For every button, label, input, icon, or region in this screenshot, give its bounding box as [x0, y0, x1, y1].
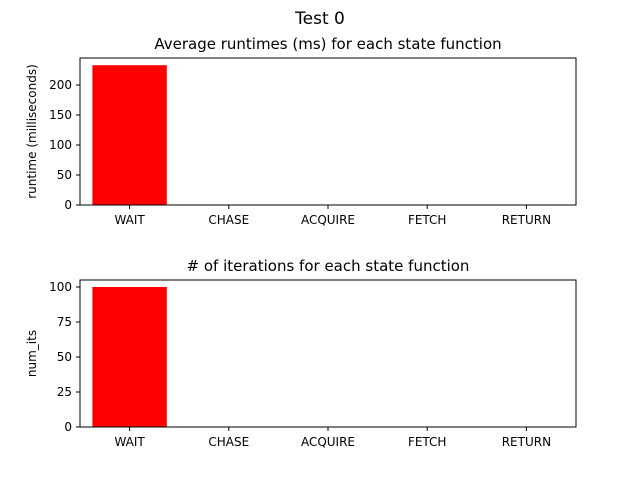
iterations-xtick-label-return: RETURN [502, 435, 551, 449]
figure-suptitle: Test 0 [294, 9, 345, 29]
iterations-ytick-label-0: 0 [64, 420, 72, 434]
iterations-ylabel: num_its [25, 330, 39, 377]
iterations-ytick-label-75: 75 [57, 315, 72, 329]
runtime-bar-wait [92, 65, 167, 205]
runtime-ytick-label-0: 0 [64, 198, 72, 212]
runtime-ytick-label-200: 200 [49, 78, 72, 92]
iterations-ytick-label-50: 50 [57, 350, 72, 364]
runtime-ytick-label-50: 50 [57, 168, 72, 182]
iterations-ytick-label-25: 25 [57, 385, 72, 399]
iterations-bar-wait [92, 287, 167, 427]
runtime-xtick-label-wait: WAIT [114, 213, 145, 227]
iterations-chart-title: # of iterations for each state function [187, 257, 470, 275]
runtime-ytick-label-100: 100 [49, 138, 72, 152]
iterations-xtick-label-fetch: FETCH [408, 435, 447, 449]
runtime-xtick-label-chase: CHASE [208, 213, 249, 227]
runtime-xtick-label-return: RETURN [502, 213, 551, 227]
runtime-ytick-label-150: 150 [49, 108, 72, 122]
runtime-chart: Average runtimes (ms) for each state fun… [25, 35, 577, 227]
iterations-xtick-label-acquire: ACQUIRE [301, 435, 355, 449]
runtime-ylabel: runtime (milliseconds) [25, 64, 39, 199]
iterations-xtick-label-chase: CHASE [208, 435, 249, 449]
iterations-xtick-label-wait: WAIT [114, 435, 145, 449]
runtime-xtick-label-fetch: FETCH [408, 213, 447, 227]
iterations-chart: # of iterations for each state function W… [25, 257, 577, 449]
runtime-xtick-label-acquire: ACQUIRE [301, 213, 355, 227]
runtime-chart-title: Average runtimes (ms) for each state fun… [154, 35, 501, 53]
iterations-ytick-label-100: 100 [49, 280, 72, 294]
